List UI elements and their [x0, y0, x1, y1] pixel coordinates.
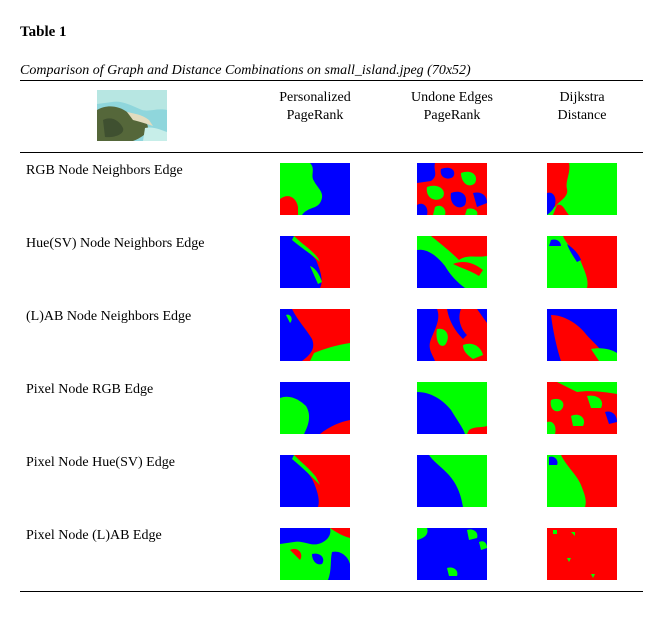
thumb-reef [143, 127, 167, 141]
column-header-personalized-pagerank: Personalized PageRank [255, 89, 375, 125]
segmentation-result-image [417, 309, 487, 361]
segmentation-result-image [280, 455, 350, 507]
segmentation-result-image [280, 309, 350, 361]
thumb-shallows [97, 90, 167, 111]
segmentation-result-image [280, 236, 350, 288]
segmentation-result-image [417, 382, 487, 434]
table-label: Table 1 [20, 24, 67, 40]
column-header-dijkstra-distance: Dijkstra Distance [522, 89, 642, 125]
row-label: Pixel Node Hue(SV) Edge [26, 455, 175, 470]
row-label: RGB Node Neighbors Edge [26, 163, 183, 178]
top-rule [20, 80, 643, 81]
row-label: (L)AB Node Neighbors Edge [26, 309, 192, 324]
segmentation-result-image [417, 236, 487, 288]
row-label: Pixel Node RGB Edge [26, 382, 154, 397]
segmentation-result-image [280, 382, 350, 434]
column-header-line2: Distance [557, 108, 607, 123]
segmentation-result-image [547, 163, 617, 215]
column-header-line2: PageRank [423, 108, 481, 123]
thumb-sand [127, 112, 153, 126]
segmentation-result-image [280, 528, 350, 580]
table-caption: Comparison of Graph and Distance Combina… [20, 63, 471, 78]
segmentation-result-image [547, 528, 617, 580]
segmentation-result-image [417, 455, 487, 507]
segmentation-result-image [417, 528, 487, 580]
segmentation-result-image [417, 163, 487, 215]
row-label: Hue(SV) Node Neighbors Edge [26, 236, 205, 251]
segmentation-result-image [547, 455, 617, 507]
segmentation-result-image [280, 163, 350, 215]
column-header-line2: PageRank [286, 108, 344, 123]
segmentation-result-image [547, 309, 617, 361]
bottom-rule [20, 591, 643, 592]
thumb-land-dark [103, 118, 124, 138]
column-header-line1: Undone Edges [410, 90, 494, 105]
header-rule [20, 152, 643, 153]
segmentation-result-image [547, 382, 617, 434]
source-image-thumbnail [97, 90, 167, 141]
column-header-line1: Personalized [279, 90, 351, 105]
segmentation-result-image [547, 236, 617, 288]
column-header-line1: Dijkstra [559, 90, 605, 105]
row-label: Pixel Node (L)AB Edge [26, 528, 162, 543]
column-header-undone-edges-pagerank: Undone Edges PageRank [392, 89, 512, 125]
